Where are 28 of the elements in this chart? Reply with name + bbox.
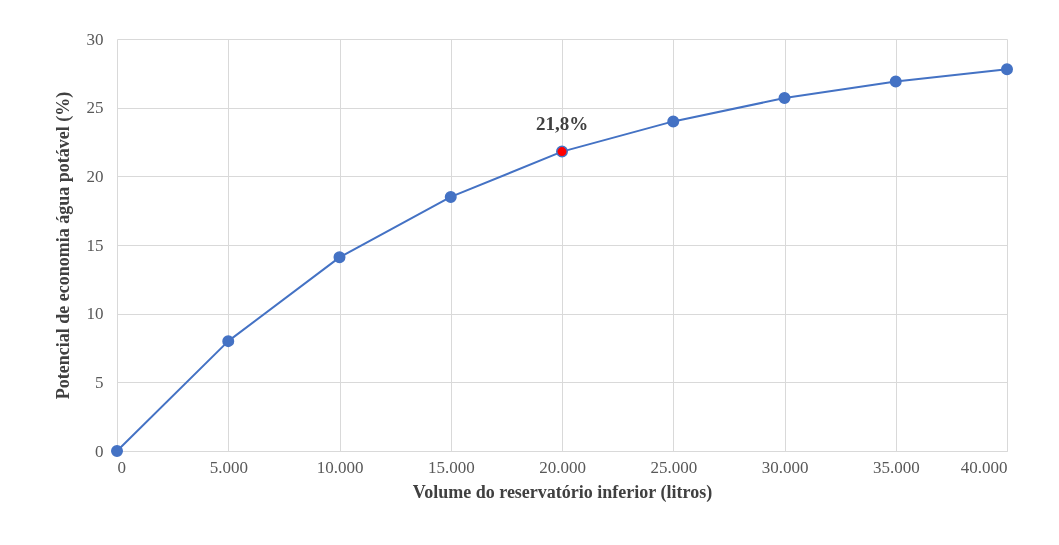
point [778, 92, 791, 105]
x-tick-label: 0 [117, 457, 126, 477]
point [222, 335, 235, 348]
x-tick-label: 30.000 [761, 457, 809, 477]
y-tick-label: 5 [95, 372, 104, 392]
x-tick-label: 15.000 [427, 457, 475, 477]
point [889, 75, 902, 88]
x-tick-label: 10.000 [316, 457, 364, 477]
point [444, 190, 457, 203]
annotation: 21,8% [535, 112, 589, 134]
y-tick-label: 30 [86, 29, 104, 49]
x-tick-label: 25.000 [650, 457, 698, 477]
y-tick-label: 25 [86, 98, 104, 118]
y-axis-title: Potencial de economia água potável (%) [52, 91, 74, 400]
point [333, 251, 346, 264]
y-tick-label: 20 [86, 166, 104, 186]
y-tick-label: 15 [86, 235, 104, 255]
x-tick-label: 5.000 [209, 457, 248, 477]
point [111, 445, 123, 457]
x-tick-label: 35.000 [872, 457, 920, 477]
x-axis-title: Volume do reservatório inferior (litros) [412, 481, 713, 503]
x-tick-label: 20.000 [539, 457, 586, 477]
y-tick-label: 0 [95, 441, 104, 461]
x-tick-label: 40.000 [960, 457, 1008, 477]
y-tick-label: 10 [86, 304, 104, 324]
point [556, 145, 568, 158]
point [1001, 63, 1013, 76]
point [667, 115, 680, 128]
